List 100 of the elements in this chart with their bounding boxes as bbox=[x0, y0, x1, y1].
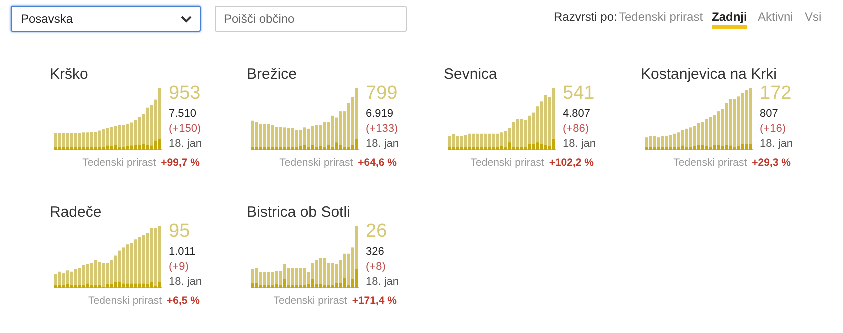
bar bbox=[118, 146, 122, 150]
bar bbox=[280, 146, 282, 150]
text: 807 bbox=[760, 108, 778, 120]
bar bbox=[276, 284, 278, 288]
bar bbox=[654, 136, 656, 148]
bar bbox=[340, 112, 342, 146]
bar bbox=[292, 268, 294, 286]
bar bbox=[130, 284, 134, 288]
bar bbox=[268, 124, 270, 147]
bar bbox=[552, 138, 556, 150]
text: +29,3 % bbox=[752, 157, 791, 169]
chart-title: Kostanjevica na Krki bbox=[641, 66, 777, 83]
bar bbox=[292, 146, 294, 150]
bar bbox=[714, 145, 716, 150]
bar bbox=[58, 133, 62, 147]
bar bbox=[304, 145, 306, 150]
bar bbox=[320, 146, 322, 150]
bar bbox=[158, 88, 162, 140]
text: 18. jan bbox=[760, 138, 794, 150]
bar bbox=[646, 138, 648, 147]
bar bbox=[484, 134, 488, 148]
bar bbox=[114, 282, 118, 288]
bar bbox=[70, 133, 74, 148]
text: (+16) bbox=[760, 123, 786, 135]
bar bbox=[158, 139, 162, 150]
bar bbox=[734, 99, 736, 148]
text: (+86) bbox=[563, 123, 589, 135]
bar bbox=[452, 134, 456, 148]
bar bbox=[448, 136, 452, 148]
bar bbox=[130, 243, 134, 284]
text: 26 bbox=[366, 221, 388, 242]
bar bbox=[496, 134, 500, 147]
bar bbox=[126, 284, 130, 288]
text: (+9) bbox=[169, 261, 189, 273]
bar bbox=[118, 250, 122, 282]
text: 18. jan bbox=[366, 276, 400, 288]
bar bbox=[154, 228, 158, 286]
bar bbox=[284, 279, 286, 288]
text: 7.510 bbox=[169, 108, 197, 120]
bar bbox=[62, 133, 66, 148]
bar bbox=[520, 119, 524, 147]
bar bbox=[114, 126, 118, 146]
text: Vsi bbox=[805, 10, 822, 24]
text: 4.807 bbox=[563, 108, 591, 120]
bar bbox=[138, 117, 142, 146]
bar bbox=[710, 146, 712, 150]
bar bbox=[260, 146, 262, 150]
bar bbox=[536, 142, 540, 150]
bar bbox=[456, 136, 460, 148]
bar bbox=[324, 122, 326, 147]
bar bbox=[256, 146, 258, 150]
bar bbox=[90, 263, 94, 285]
bar bbox=[702, 122, 704, 146]
bar bbox=[94, 260, 98, 285]
bar bbox=[710, 117, 712, 147]
bar bbox=[296, 268, 298, 286]
bar bbox=[320, 125, 322, 146]
bar bbox=[98, 262, 102, 285]
text: 172 bbox=[760, 83, 792, 104]
bar bbox=[268, 272, 270, 286]
bar bbox=[520, 146, 524, 150]
bar bbox=[694, 126, 696, 146]
text: Zadnji bbox=[712, 10, 748, 24]
bar bbox=[348, 146, 350, 150]
bar bbox=[106, 128, 110, 146]
bar bbox=[750, 144, 752, 150]
bar bbox=[98, 130, 102, 147]
text: 95 bbox=[169, 221, 190, 242]
text: 18. jan bbox=[169, 138, 202, 150]
bar bbox=[304, 268, 306, 286]
text: Aktivni bbox=[758, 10, 794, 24]
text: 326 bbox=[366, 246, 384, 258]
bar bbox=[300, 146, 302, 150]
bar bbox=[268, 146, 270, 150]
bar bbox=[706, 119, 708, 146]
bar bbox=[344, 278, 346, 288]
text: +64,6 % bbox=[358, 157, 397, 169]
bar bbox=[356, 268, 358, 288]
bar bbox=[154, 140, 158, 150]
bar bbox=[110, 146, 114, 150]
text: (+150) bbox=[169, 123, 202, 135]
bar bbox=[730, 99, 732, 146]
bar bbox=[134, 120, 138, 146]
bar bbox=[90, 132, 94, 148]
bar bbox=[682, 130, 684, 146]
bar bbox=[646, 146, 648, 150]
bar bbox=[256, 268, 258, 284]
bar bbox=[142, 284, 146, 288]
bar bbox=[356, 139, 358, 150]
bar bbox=[272, 272, 274, 286]
bar bbox=[316, 260, 318, 284]
bar bbox=[118, 125, 122, 147]
bar bbox=[500, 132, 504, 146]
bar bbox=[328, 145, 330, 150]
bar bbox=[82, 132, 86, 148]
bar bbox=[726, 145, 728, 150]
bar bbox=[150, 282, 154, 288]
text: Razvrsti po: bbox=[554, 10, 618, 24]
bar bbox=[714, 115, 716, 146]
bar bbox=[78, 284, 82, 288]
